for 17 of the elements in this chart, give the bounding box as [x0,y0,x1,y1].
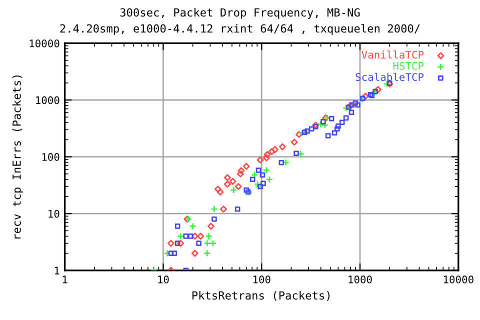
y-tick-label: 10 [48,210,60,218]
legend-label: ScalableTCP [356,72,424,81]
y-tick-label: 10000 [30,39,60,48]
chart-subtitle: 2.4.20smp, e1000-4.4.12 rxint 64/64 , txqueuelen 2000/ [60,24,420,35]
legend-label: VanillaTCP [362,50,424,59]
y-axis-title: recv tcp InErrs (Packets) [12,75,24,238]
y-tick-label: 100 [42,153,60,161]
y-tick-label: 1 [54,266,60,274]
chart-title: 300sec, Packet Drop Frequency, MB-NG [120,8,360,19]
x-tick-label: 1 [62,276,68,284]
x-tick-label: 1000 [348,276,372,284]
x-tick-label: 10000 [444,276,474,284]
x-tick-label: 10 [158,276,169,284]
x-axis-title: PktsRetrans (Packets) [192,291,330,301]
legend-label: HSTCP [393,62,424,70]
y-tick-label: 1000 [36,96,60,104]
x-tick-label: 100 [253,276,270,284]
